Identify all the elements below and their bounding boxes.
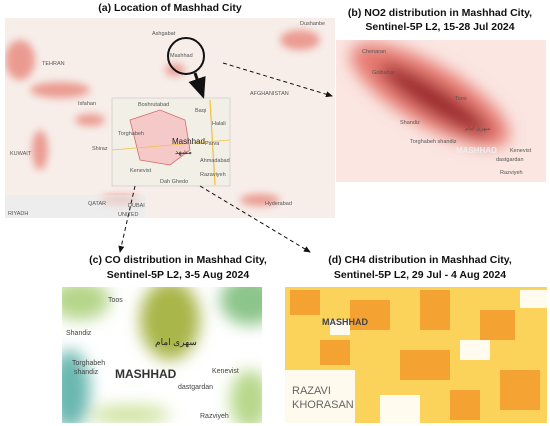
place-label: Dah Ghedo [160,179,188,185]
place-label: Halali [212,121,226,127]
place-label: QATAR [88,201,106,207]
place-label: Boshrutabad [138,102,169,108]
panel-title: Sentinel-5P L2, 15-28 Jul 2024 [365,21,514,33]
map-d: MASHHAD RAZAVI KHORASAN [285,287,547,423]
place-label: Razviyeh [500,170,523,176]
place-label: Chenaran [362,49,386,55]
inset-map: Boshrutabad Baqi Torghabeh Mashhad مشهد … [111,97,231,187]
place-label: KUWAIT [10,151,32,157]
place-label: Toos [455,96,467,102]
place-label: RAZAVI [292,385,331,397]
place-label: Shandiz [400,120,420,126]
place-label: Torghabeh shandiz [410,139,457,145]
place-label: مشهد [175,149,192,156]
place-label: سهری امام [155,337,197,348]
place-label: DUBAI [128,203,145,209]
place-label: MASHHAD [115,367,177,381]
place-label: Ashgabat [152,31,176,37]
place-label: MASHHAD [456,146,497,155]
panel-title: (a) Location of Mashhad City [98,2,242,14]
place-label: سهری امام [465,125,491,132]
place-label: Dushanbe [300,21,325,27]
arrow [222,62,333,98]
place-label: Kenevist [212,368,239,375]
panel-title: (d) CH4 distribution in Mashhad City, [328,254,512,266]
panel-title: Sentinel-5P L2, 3-5 Aug 2024 [107,269,250,281]
place-label: Toos [108,297,123,304]
place-label: RIYADH [8,211,28,217]
map-b: Chenaran Golbahar Toos Shandiz سهری امام… [336,40,546,182]
panel-title: Sentinel-5P L2, 29 Jul - 4 Aug 2024 [334,269,506,281]
place-label: TEHRAN [42,61,65,67]
place-label: Shiraz [92,146,108,152]
place-label: Ahmadabad [200,158,230,164]
place-label: shandiz [74,369,99,376]
place-label: Shandiz [66,330,92,337]
place-label: Mashhad [170,53,193,59]
place-label: Golbahar [372,70,395,76]
place-label: Mashhad [172,137,205,146]
panel-title: (c) CO distribution in Mashhad City, [89,254,267,266]
place-label: KHORASAN [292,399,354,411]
place-label: Baqi [195,108,206,114]
place-label: Razaviyeh [200,172,226,178]
place-label: Razviyeh [200,413,229,420]
map-c: Toos Shandiz سهری امام Torghabeh shandiz… [62,287,262,423]
place-label: Kenevist [130,168,152,174]
place-label: MASHHAD [322,317,368,327]
highlight-circle [167,37,205,75]
arrow [118,185,136,253]
place-label: AFGHANISTAN [250,91,289,97]
place-label: Torghabeh [72,360,105,367]
panel-title: (b) NO2 distribution in Mashhad City, [348,7,532,19]
place-label: Torghabeh [118,131,144,137]
place-label: Kenevist [510,148,532,154]
place-label: Parva [205,141,220,147]
place-label: dastgardan [496,157,524,163]
place-label: dastgardan [178,384,213,391]
arrow [199,185,311,253]
place-label: Isfahan [78,101,96,107]
arrow [188,72,206,99]
place-label: Hyderabad [265,201,292,207]
